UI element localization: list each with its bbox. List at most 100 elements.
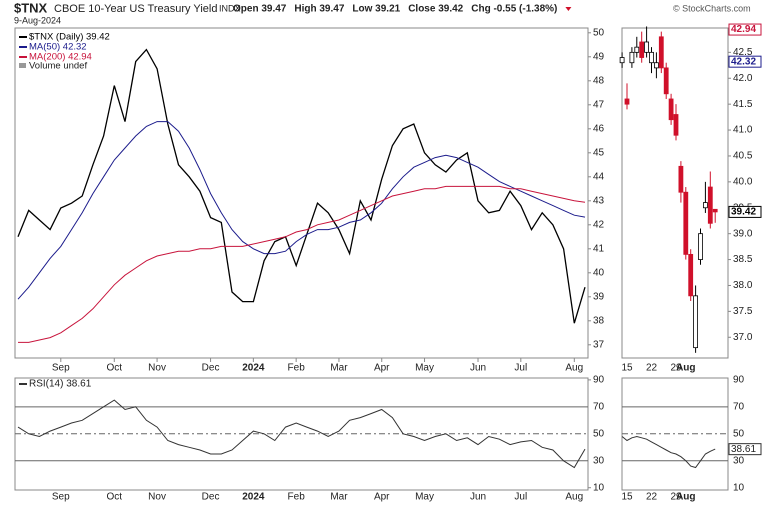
value-tag-label: 38.61 <box>731 444 756 455</box>
candle-body <box>683 191 689 255</box>
y-tick-label: 30 <box>733 455 745 466</box>
y-tick-label: 37.5 <box>733 306 753 317</box>
stat: Low 39.21 <box>352 4 400 15</box>
candle-body <box>649 51 654 64</box>
stat: High 39.47 <box>294 4 344 15</box>
y-tick-label: 42.0 <box>733 73 753 84</box>
x-tick-label: 22 <box>646 363 658 374</box>
x-tick-label: Aug <box>565 492 583 503</box>
candle-body <box>707 186 713 224</box>
x-tick-label: Mar <box>330 363 348 374</box>
y-tick-label: 50 <box>733 428 745 439</box>
y-tick-label: 38 <box>593 315 605 326</box>
y-tick-label: 42.5 <box>733 47 753 58</box>
series-line <box>17 48 586 324</box>
legend-label: MA(200) 42.94 <box>29 52 92 63</box>
y-tick-label: 38.0 <box>733 280 753 291</box>
candle-body <box>712 208 718 213</box>
candle-body <box>639 41 645 58</box>
y-tick-label: 49 <box>593 51 605 62</box>
stat: Close 39.42 <box>408 4 463 15</box>
y-tick-label: 43 <box>593 195 605 206</box>
x-tick-label: 29 <box>670 492 682 503</box>
legend-swatch <box>19 63 26 68</box>
candle-body <box>703 202 708 209</box>
candle-body <box>629 51 635 64</box>
chg-arrow <box>565 7 572 11</box>
y-tick-label: 50 <box>593 27 605 38</box>
x-tick-label: 2024 <box>242 363 265 374</box>
x-tick-label: Sep <box>52 492 70 503</box>
y-tick-label: 41 <box>593 243 605 254</box>
candle-body <box>634 46 640 53</box>
candle-body <box>644 41 649 53</box>
zoom-price-panel <box>621 27 729 359</box>
value-tag <box>728 205 762 218</box>
candle-body <box>619 57 625 64</box>
series-line <box>17 121 586 300</box>
candle-body <box>688 253 694 297</box>
y-tick-label: 44 <box>593 171 605 182</box>
x-tick-label: Mar <box>330 492 348 503</box>
y-tick-label: 45 <box>593 147 605 158</box>
y-tick-label: 48 <box>593 75 605 86</box>
candle-body <box>678 165 684 193</box>
x-tick-label: Oct <box>107 492 123 503</box>
legend-label: MA(50) 42.32 <box>29 42 87 53</box>
y-tick-label: 40.0 <box>733 177 753 188</box>
y-tick-label: 40 <box>593 267 605 278</box>
value-tag <box>728 443 762 456</box>
x-tick-label: 29 <box>670 363 682 374</box>
value-tag-label: 42.94 <box>731 24 756 35</box>
value-tag-label: 39.42 <box>731 207 756 218</box>
y-tick-label: 30 <box>593 455 605 466</box>
y-tick-label: 10 <box>733 482 745 493</box>
x-tick-label: Dec <box>202 363 220 374</box>
x-tick-label: Nov <box>148 363 166 374</box>
x-tick-label: May <box>415 363 434 374</box>
y-tick-label: 37.0 <box>733 332 753 343</box>
y-tick-label: 90 <box>733 375 745 386</box>
candle-body <box>624 98 630 105</box>
x-tick-label: Feb <box>288 363 306 374</box>
candle-body <box>698 233 703 260</box>
x-tick-label: Jul <box>514 363 527 374</box>
value-tag-label: 42.32 <box>731 56 756 67</box>
candle-body <box>663 67 669 95</box>
y-tick-label: 90 <box>593 375 605 386</box>
x-tick-label: Aug <box>676 492 695 503</box>
credit: © StockCharts.com <box>673 3 751 13</box>
x-tick-label: Apr <box>374 492 390 503</box>
x-tick-label: Aug <box>676 363 695 374</box>
x-tick-label: Nov <box>148 492 166 503</box>
y-tick-label: 41.5 <box>733 99 753 110</box>
x-tick-label: Dec <box>202 492 220 503</box>
rsi-line <box>621 435 716 469</box>
y-tick-label: 10 <box>593 482 605 493</box>
legend-label: $TNX (Daily) 39.42 <box>29 32 110 43</box>
candle-body <box>654 62 659 69</box>
symbol: $TNX <box>14 0 48 15</box>
price-panel <box>14 27 589 359</box>
candle-body <box>668 98 674 121</box>
x-tick-label: Aug <box>565 363 583 374</box>
x-tick-label: 15 <box>621 363 633 374</box>
x-tick-label: Sep <box>52 363 70 374</box>
x-tick-label: 22 <box>646 492 658 503</box>
x-tick-label: Feb <box>288 492 306 503</box>
legend-label: RSI(14) 38.61 <box>29 379 92 390</box>
value-tag <box>728 55 762 68</box>
y-tick-label: 70 <box>733 401 745 412</box>
stat: Chg -0.55 (-1.38%) <box>471 4 557 15</box>
x-tick-label: 2024 <box>242 492 265 503</box>
x-tick-label: 15 <box>621 492 633 503</box>
y-tick-label: 46 <box>593 123 605 134</box>
x-tick-label: Jun <box>470 363 486 374</box>
x-tick-label: Oct <box>107 363 123 374</box>
x-tick-label: Jun <box>470 492 486 503</box>
y-tick-label: 38.5 <box>733 254 753 265</box>
candle-body <box>673 114 679 136</box>
y-tick-label: 42 <box>593 219 605 230</box>
